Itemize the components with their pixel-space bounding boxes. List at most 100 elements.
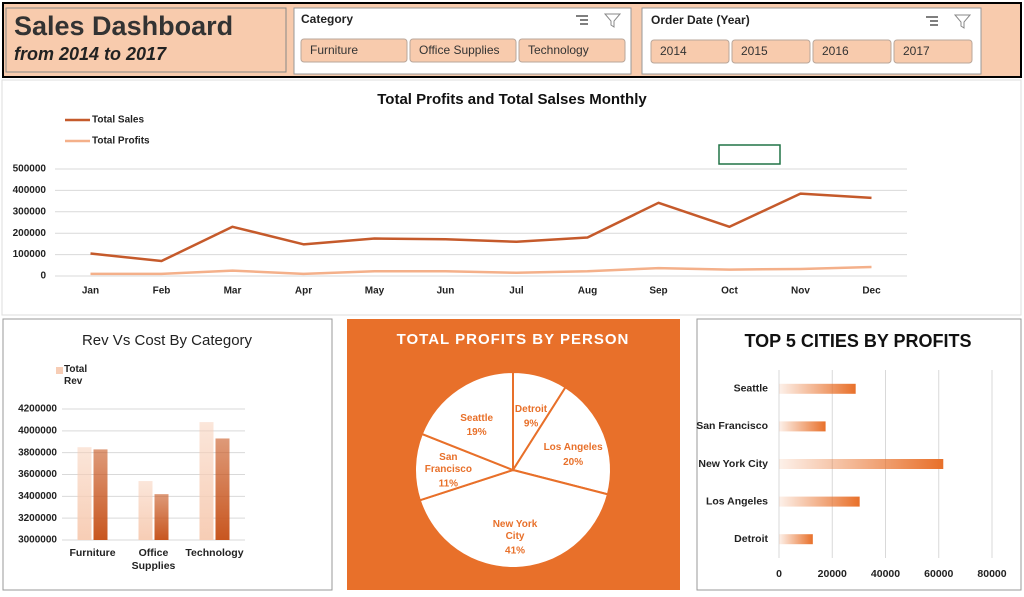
x-tick-label-box: Office Supplies <box>132 547 176 572</box>
pie-label: San Francisco <box>424 451 472 475</box>
chart-title: TOP 5 CITIES BY PROFITS <box>744 331 971 351</box>
legend-label: Total Rev <box>64 364 88 387</box>
bar <box>154 494 169 540</box>
x-tick-label: Jan <box>82 286 99 297</box>
pie-label-box: San Francisco <box>424 451 472 475</box>
pie-slice <box>418 468 610 569</box>
pie-value-label: 19% <box>467 427 487 438</box>
panel <box>2 318 333 591</box>
slicer-button[interactable] <box>518 38 626 63</box>
x-tick-label: 0 <box>776 568 782 580</box>
pie-label: Los Angeles <box>543 442 603 454</box>
y-tick-label: 3800000 <box>18 447 57 458</box>
slicer-item[interactable]: 2017 <box>903 44 930 58</box>
slicer-button[interactable] <box>409 38 517 63</box>
y-tick-label: 300000 <box>13 206 47 217</box>
y-tick-label: 3000000 <box>18 535 57 546</box>
x-tick-label: Jul <box>509 286 524 297</box>
pie-slice <box>414 432 516 502</box>
y-tick-label: 3600000 <box>18 469 57 480</box>
y-tick-label: Los Angeles <box>706 495 768 507</box>
panel <box>696 318 1022 591</box>
bar <box>779 534 813 545</box>
x-tick-label: Feb <box>153 286 171 297</box>
slicer-button[interactable] <box>812 39 892 64</box>
y-tick-label: 200000 <box>13 228 47 239</box>
x-tick-label: Technology <box>185 547 244 559</box>
x-tick-label-box: Furniture <box>69 547 116 559</box>
bar <box>779 421 826 432</box>
y-tick-label: Seattle <box>734 383 769 395</box>
y-tick-label: New York City <box>698 458 768 470</box>
series-line <box>90 192 872 263</box>
x-tick-label: 60000 <box>924 568 953 580</box>
pie-slice <box>420 370 514 472</box>
y-tick-label: 3200000 <box>18 513 57 524</box>
x-tick-label: May <box>365 286 385 297</box>
pie-value-label: 11% <box>439 479 459 490</box>
bar <box>779 496 860 507</box>
slicer-item[interactable]: 2014 <box>660 44 687 58</box>
pie-label-box: New York City <box>492 518 538 542</box>
legend-label: Total Sales <box>92 115 144 126</box>
slicer-button[interactable] <box>300 38 408 63</box>
legend-swatch <box>56 367 63 374</box>
slicer-item[interactable]: Office Supplies <box>419 43 500 57</box>
dashboard-subtitle: from 2014 to 2017 <box>14 44 167 64</box>
pie-value-label: 41% <box>505 545 525 556</box>
pie-value-label: 9% <box>524 419 539 430</box>
slicer-title: Category <box>301 12 353 26</box>
cell-selection <box>718 144 781 165</box>
x-tick-label: Mar <box>224 286 242 297</box>
bar <box>199 422 214 540</box>
chart-title: TOTAL PROFITS BY PERSON <box>397 331 630 348</box>
legend-label-box: Total Rev <box>64 364 88 387</box>
pie-label: New York City <box>492 518 538 542</box>
x-tick-label: Aug <box>578 286 597 297</box>
pie-label-box: Detroit <box>514 403 548 415</box>
x-tick-label: Dec <box>862 286 881 297</box>
slicer-button[interactable] <box>650 39 730 64</box>
pie-label-box: Seattle <box>460 412 494 424</box>
clear-filter-icon[interactable] <box>603 13 622 28</box>
y-tick-label: 0 <box>40 271 46 282</box>
multi-select-icon[interactable] <box>576 15 588 25</box>
bar <box>215 438 230 540</box>
pie-value-label: 20% <box>563 457 583 468</box>
x-tick-label-box: Technology <box>185 547 244 559</box>
bar <box>77 447 92 540</box>
bar <box>93 449 108 540</box>
y-tick-label: San Francisco <box>696 420 768 432</box>
x-tick-label: Sep <box>649 286 667 297</box>
x-tick-label: 80000 <box>977 568 1006 580</box>
y-tick-label: 4200000 <box>18 404 57 415</box>
series-line <box>90 265 872 276</box>
y-tick-label: 400000 <box>13 185 47 196</box>
slicer-item[interactable]: 2015 <box>741 44 768 58</box>
y-tick-label: 4000000 <box>18 425 57 436</box>
x-tick-label: Furniture <box>69 547 116 559</box>
slicer-item[interactable]: Furniture <box>310 43 358 57</box>
multi-select-icon[interactable] <box>926 16 938 26</box>
slicer-item[interactable]: 2016 <box>822 44 849 58</box>
y-tick-label: Detroit <box>734 533 768 545</box>
y-tick-label: 3400000 <box>18 491 57 502</box>
title-box <box>5 7 287 73</box>
legend-label: Total Profits <box>92 136 150 147</box>
pie-label: Seattle <box>460 412 494 424</box>
pie-label: Detroit <box>514 403 548 415</box>
x-tick-label: Oct <box>721 286 738 297</box>
slicer-button[interactable] <box>893 39 973 64</box>
x-tick-label: 20000 <box>818 568 847 580</box>
clear-filter-icon[interactable] <box>953 14 972 29</box>
y-tick-label: 500000 <box>13 164 47 175</box>
x-tick-label: Apr <box>295 286 312 297</box>
chart-title: Total Profits and Total Salses Monthly <box>377 91 647 108</box>
slicer-title: Order Date (Year) <box>651 13 750 27</box>
x-tick-label: 40000 <box>871 568 900 580</box>
x-tick-label: Nov <box>791 286 810 297</box>
slicer-button[interactable] <box>731 39 811 64</box>
slicer-item[interactable]: Technology <box>528 43 589 57</box>
